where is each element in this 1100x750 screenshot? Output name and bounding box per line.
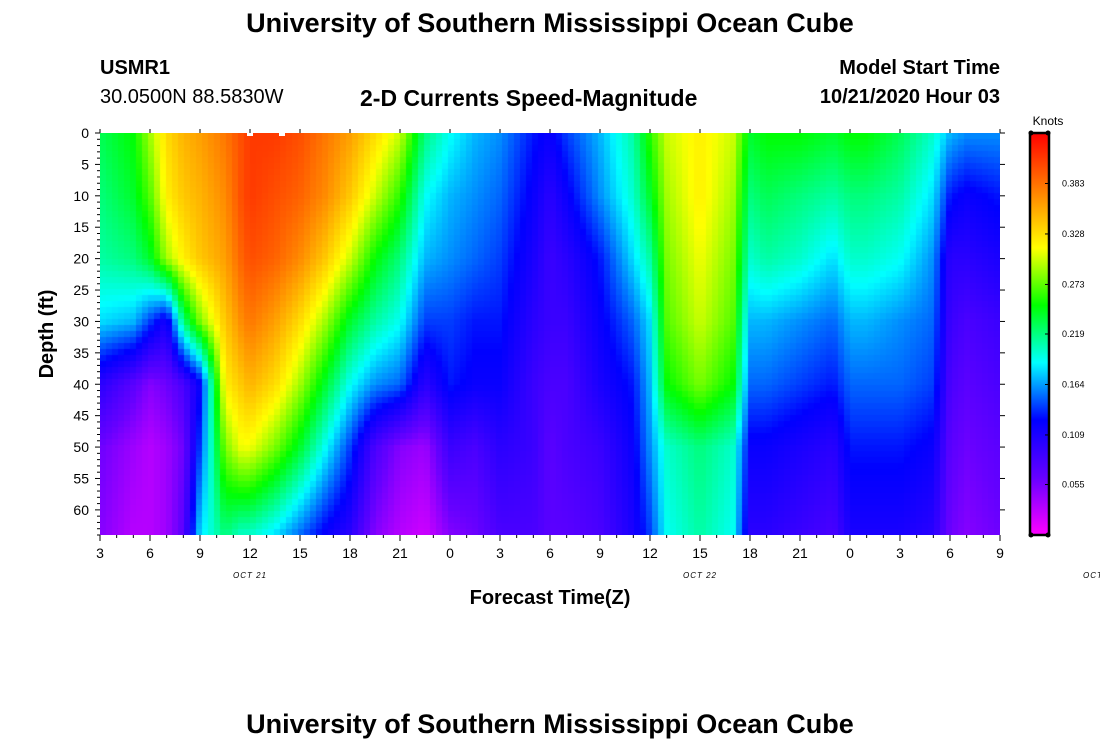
- x-tick-label: 6: [946, 545, 954, 561]
- y-tick-label: 10: [73, 188, 89, 204]
- x-tick-label: 9: [996, 545, 1004, 561]
- colorbar-end-marker: [1045, 532, 1051, 538]
- colorbar-tick-label: 0.164: [1062, 379, 1085, 389]
- y-tick-label: 60: [73, 502, 89, 518]
- station-id: USMR1: [100, 57, 171, 79]
- model-start-time: 10/21/2020 Hour 03: [819, 86, 1000, 108]
- colorbar-end-marker: [1045, 130, 1051, 136]
- station-coordinates: 30.0500N 88.5830W: [100, 86, 284, 108]
- y-tick-label: 15: [73, 219, 89, 235]
- y-tick-label: 30: [73, 313, 89, 329]
- y-tick-label: 25: [73, 282, 89, 298]
- chart-title-bottom: University of Southern Mississippi Ocean…: [246, 709, 854, 739]
- surface-marker: [247, 133, 253, 136]
- colorbar-tick-label: 0.328: [1062, 229, 1085, 239]
- y-tick-label: 55: [73, 470, 89, 486]
- date-label: OCT 22: [683, 571, 717, 580]
- y-tick-label: 50: [73, 439, 89, 455]
- y-axis-ticks: 0 5 10 15 20 25 30 35 40 45 50 55 60: [73, 125, 1005, 536]
- colorbar-units: Knots: [1033, 114, 1064, 128]
- colorbar-tick-label: 0.383: [1062, 178, 1085, 188]
- x-tick-label: 12: [642, 545, 658, 561]
- speed-heatmap: [100, 133, 1000, 535]
- colorbar: 0.055 0.109 0.164 0.219 0.273 0.328 0.383: [1028, 130, 1085, 538]
- x-tick-label: 18: [342, 545, 358, 561]
- x-tick-label: 6: [146, 545, 154, 561]
- date-label: OCT 23: [1083, 571, 1100, 580]
- x-tick-label: 18: [742, 545, 758, 561]
- y-tick-label: 35: [73, 345, 89, 361]
- date-label: OCT 21: [233, 571, 267, 580]
- x-tick-label: 6: [546, 545, 554, 561]
- chart-subtitle: 2-D Currents Speed-Magnitude: [360, 85, 698, 111]
- chart-title-top: University of Southern Mississippi Ocean…: [246, 8, 854, 38]
- x-tick-label: 0: [446, 545, 454, 561]
- x-tick-label: 21: [392, 545, 408, 561]
- y-axis-title: Depth (ft): [36, 290, 58, 379]
- y-tick-label: 20: [73, 251, 89, 267]
- colorbar-tick-label: 0.109: [1062, 430, 1085, 440]
- x-tick-label: 3: [496, 545, 504, 561]
- x-tick-label: 0: [846, 545, 854, 561]
- x-axis-ticks: 3 6 9 12 15 18 21 0 3 6 9 12 15 18 21 0 3 6 9 OCT 21 OCT 22 O…: [96, 129, 1100, 580]
- surface-marker: [279, 133, 285, 136]
- x-tick-label: 21: [792, 545, 808, 561]
- x-tick-label: 3: [96, 545, 104, 561]
- colorbar-end-marker: [1028, 130, 1034, 136]
- x-axis-title: Forecast Time(Z): [470, 587, 631, 609]
- y-tick-label: 40: [73, 376, 89, 392]
- colorbar-tick-label: 0.055: [1062, 480, 1085, 490]
- y-tick-label: 45: [73, 408, 89, 424]
- x-tick-label: 12: [242, 545, 258, 561]
- y-tick-label: 5: [81, 156, 89, 172]
- colorbar-end-marker: [1028, 532, 1034, 538]
- x-tick-label: 15: [292, 545, 308, 561]
- x-tick-label: 15: [692, 545, 708, 561]
- y-tick-label: 0: [81, 125, 89, 141]
- x-tick-label: 9: [196, 545, 204, 561]
- model-start-label: Model Start Time: [839, 57, 1000, 79]
- x-tick-label: 3: [896, 545, 904, 561]
- colorbar-tick-label: 0.273: [1062, 279, 1085, 289]
- x-tick-label: 9: [596, 545, 604, 561]
- colorbar-tick-label: 0.219: [1062, 329, 1085, 339]
